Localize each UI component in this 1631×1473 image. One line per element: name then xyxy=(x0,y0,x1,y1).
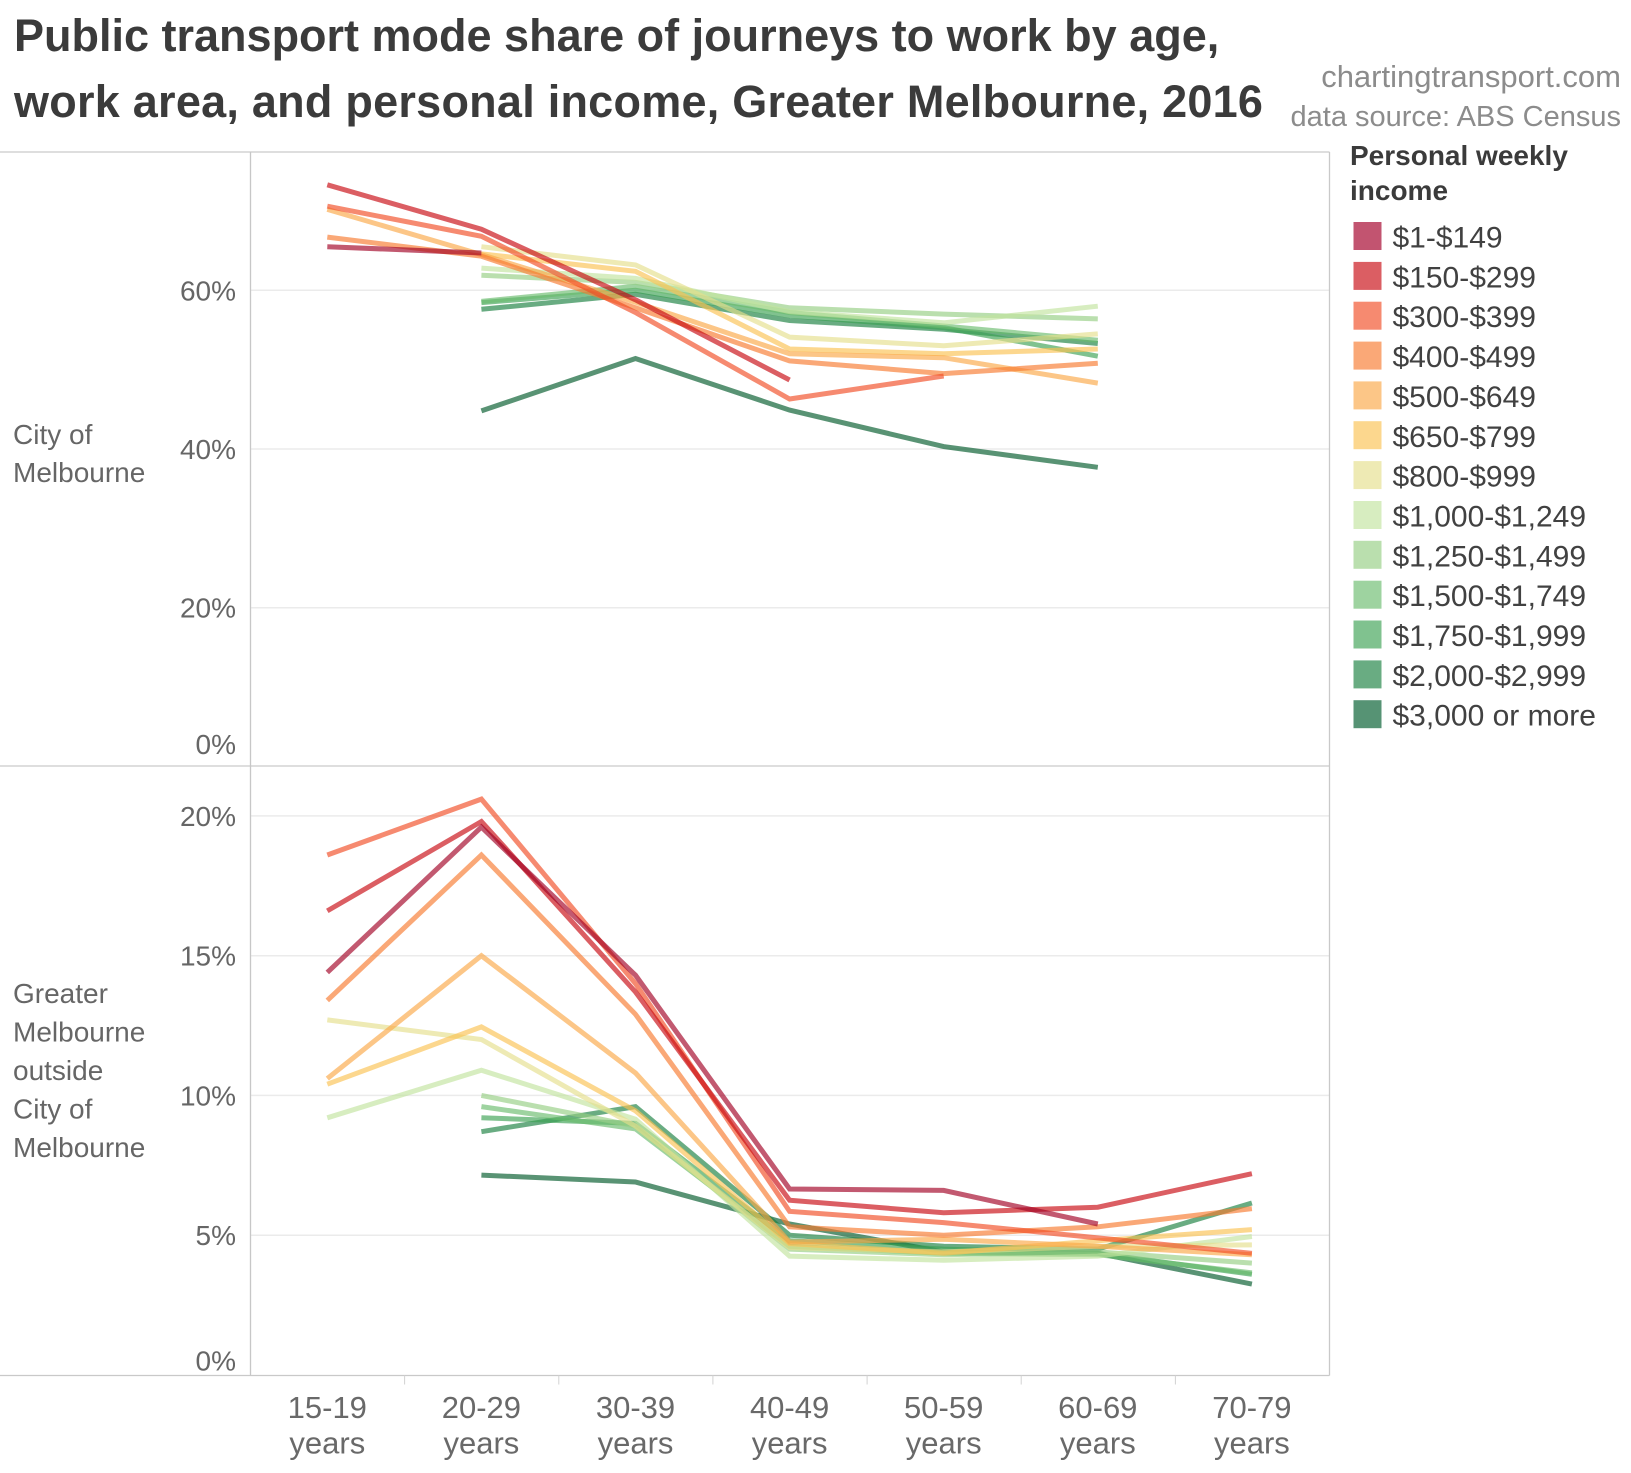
svg-text:$1,000-$1,249: $1,000-$1,249 xyxy=(1393,501,1587,534)
svg-text:$1-$149: $1-$149 xyxy=(1393,222,1503,255)
svg-text:40-49: 40-49 xyxy=(750,1390,829,1425)
svg-text:10%: 10% xyxy=(180,1080,236,1111)
svg-text:years: years xyxy=(906,1426,982,1461)
svg-text:City of: City of xyxy=(13,419,93,450)
svg-text:years: years xyxy=(1214,1426,1290,1461)
svg-text:chartingtransport.com: chartingtransport.com xyxy=(1321,59,1621,94)
svg-text:$650-$799: $650-$799 xyxy=(1393,421,1536,454)
svg-text:outside: outside xyxy=(13,1055,103,1086)
svg-text:Personal weekly: Personal weekly xyxy=(1350,140,1568,171)
svg-text:60%: 60% xyxy=(180,275,236,306)
svg-text:50-59: 50-59 xyxy=(904,1390,983,1425)
svg-text:0%: 0% xyxy=(196,729,236,760)
svg-text:$500-$649: $500-$649 xyxy=(1393,381,1536,414)
svg-text:$1,500-$1,749: $1,500-$1,749 xyxy=(1393,580,1587,613)
svg-text:Greater: Greater xyxy=(13,978,108,1009)
svg-text:$300-$399: $300-$399 xyxy=(1393,301,1536,334)
svg-text:$800-$999: $800-$999 xyxy=(1393,461,1536,494)
svg-text:work area, and personal income: work area, and personal income, Greater … xyxy=(13,76,1263,127)
svg-text:30-39: 30-39 xyxy=(596,1390,675,1425)
svg-text:20%: 20% xyxy=(180,801,236,832)
svg-text:40%: 40% xyxy=(180,434,236,465)
svg-text:60-69: 60-69 xyxy=(1058,1390,1137,1425)
svg-text:15-19: 15-19 xyxy=(288,1390,367,1425)
svg-text:$1,750-$1,999: $1,750-$1,999 xyxy=(1393,620,1587,653)
svg-text:$2,000-$2,999: $2,000-$2,999 xyxy=(1393,660,1587,693)
svg-text:70-79: 70-79 xyxy=(1212,1390,1291,1425)
svg-text:5%: 5% xyxy=(196,1220,236,1251)
svg-text:$3,000 or more: $3,000 or more xyxy=(1393,700,1596,733)
svg-text:Public transport mode share of: Public transport mode share of journeys … xyxy=(14,10,1219,61)
svg-text:15%: 15% xyxy=(180,941,236,972)
svg-text:$1,250-$1,499: $1,250-$1,499 xyxy=(1393,540,1587,573)
svg-text:income: income xyxy=(1350,175,1448,206)
svg-text:0%: 0% xyxy=(196,1346,236,1377)
svg-text:Melbourne: Melbourne xyxy=(13,1132,145,1163)
svg-text:Melbourne: Melbourne xyxy=(13,1017,145,1048)
svg-text:City of: City of xyxy=(13,1094,93,1125)
svg-text:years: years xyxy=(443,1426,519,1461)
svg-text:data source: ABS Census: data source: ABS Census xyxy=(1291,101,1621,133)
svg-text:20%: 20% xyxy=(180,593,236,624)
svg-text:years: years xyxy=(1060,1426,1136,1461)
svg-text:$150-$299: $150-$299 xyxy=(1393,261,1536,294)
svg-text:$400-$499: $400-$499 xyxy=(1393,341,1536,374)
svg-text:20-29: 20-29 xyxy=(442,1390,521,1425)
svg-text:Melbourne: Melbourne xyxy=(13,457,145,488)
svg-text:years: years xyxy=(289,1426,365,1461)
svg-text:years: years xyxy=(598,1426,674,1461)
svg-text:years: years xyxy=(752,1426,828,1461)
